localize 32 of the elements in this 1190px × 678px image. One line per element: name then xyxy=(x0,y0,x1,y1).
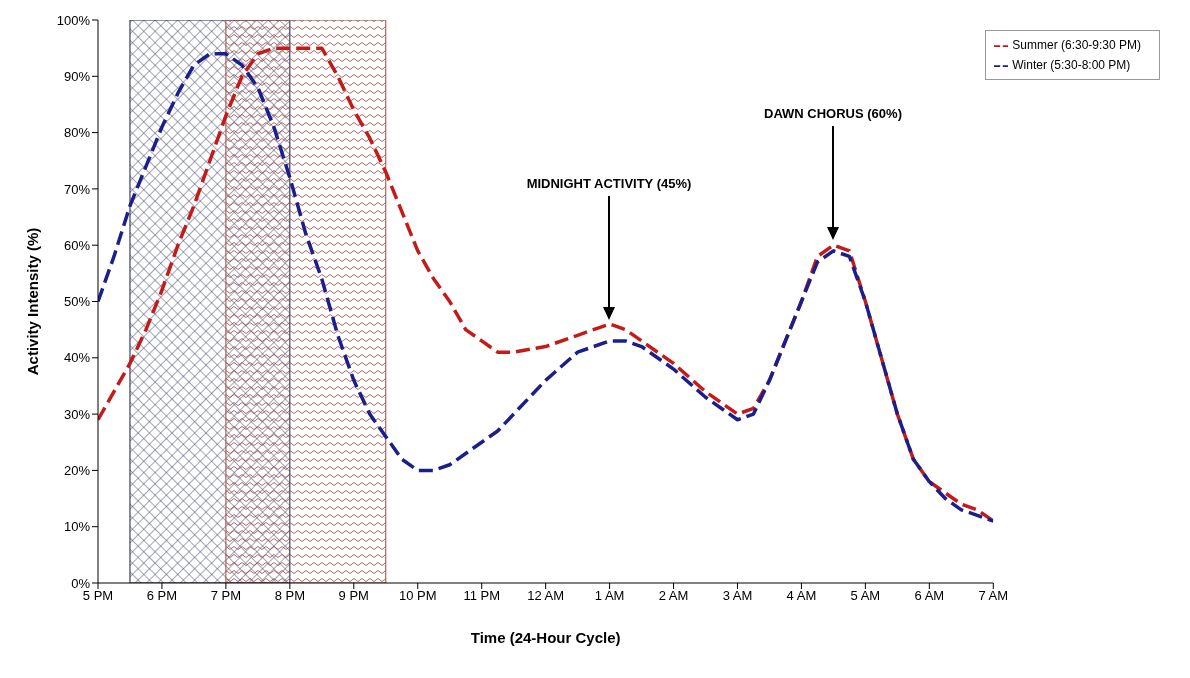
x-axis-title: Time (24-Hour Cycle) xyxy=(470,629,621,646)
y-tick-label: 40% xyxy=(63,350,91,366)
y-tick-label: 10% xyxy=(63,519,91,535)
y-axis-title: Activity Intensity (%) xyxy=(24,227,42,376)
x-tick-label: 8 PM xyxy=(274,588,306,604)
y-tick-label: 60% xyxy=(63,237,91,253)
legend-label: Winter (5:30-8:00 PM) xyxy=(1012,58,1131,72)
x-tick-label: 7 PM xyxy=(210,588,242,604)
x-tick-label: 3 AM xyxy=(722,588,753,604)
x-tick-label: 12 AM xyxy=(527,588,565,604)
y-tick-label: 0% xyxy=(71,575,91,591)
x-tick-label: 7 AM xyxy=(978,588,1009,604)
x-tick-label: 10 PM xyxy=(398,588,437,604)
x-tick-label: 6 AM xyxy=(914,588,945,604)
y-tick-label: 30% xyxy=(63,406,91,422)
legend-label: Summer (6:30-9:30 PM) xyxy=(1012,38,1141,52)
x-tick-label: 1 AM xyxy=(594,588,625,604)
x-tick-label: 11 PM xyxy=(463,588,500,604)
x-tick-label: 9 PM xyxy=(338,588,369,604)
annotation: MIDNIGHT ACTIVITY (45%) xyxy=(526,176,692,191)
x-tick-label: 4 AM xyxy=(786,588,817,604)
y-tick-label: 50% xyxy=(63,294,91,310)
y-tick-label: 80% xyxy=(63,125,91,141)
annotation: DAWN CHORUS (60%) xyxy=(764,106,902,121)
y-tick-label: 70% xyxy=(63,181,91,197)
x-tick-label: 5 PM xyxy=(82,588,114,604)
y-tick-label: 20% xyxy=(63,463,91,479)
y-tick-label: 90% xyxy=(63,68,91,84)
x-tick-label: 6 PM xyxy=(146,588,178,604)
x-tick-label: 5 AM xyxy=(850,588,881,604)
y-tick-label: 100% xyxy=(56,12,91,28)
x-tick-label: 2 AM xyxy=(658,588,689,604)
